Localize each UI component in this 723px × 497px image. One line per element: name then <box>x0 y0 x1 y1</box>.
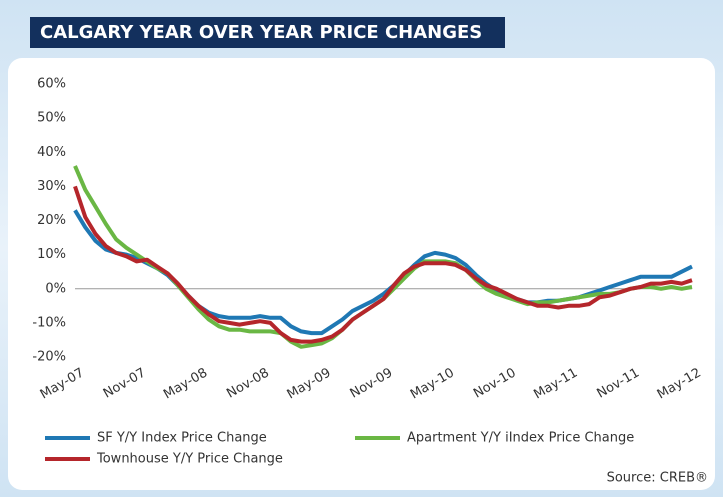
y-tick-label: 30% <box>37 179 66 194</box>
legend-label: Apartment Y/Y iIndex Price Change <box>407 431 634 446</box>
chart-title: CALGARY YEAR OVER YEAR PRICE CHANGES <box>40 22 482 43</box>
source: Source: CREB® <box>607 471 708 486</box>
y-tick-label: 40% <box>37 145 66 160</box>
y-tick-label: 10% <box>37 247 66 262</box>
y-tick-label: -10% <box>32 315 66 330</box>
series-line <box>73 185 693 344</box>
title-bar <box>30 17 505 48</box>
y-tick-label: 0% <box>45 281 66 296</box>
legend-label: SF Y/Y Index Price Change <box>97 431 267 446</box>
panel <box>8 58 715 490</box>
y-tick-label: 50% <box>37 111 66 126</box>
y-tick-label: -20% <box>32 350 66 365</box>
legend-label: Townhouse Y/Y Price Change <box>96 452 283 467</box>
y-tick-label: 20% <box>37 213 66 228</box>
y-tick-label: 60% <box>37 77 66 92</box>
